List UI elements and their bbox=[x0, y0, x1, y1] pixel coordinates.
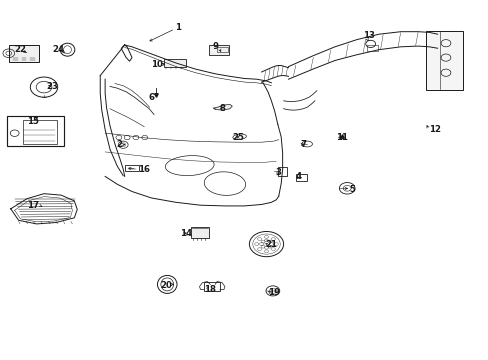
Text: 22: 22 bbox=[15, 45, 26, 54]
Text: 14: 14 bbox=[180, 230, 191, 239]
Bar bbox=[366, 45, 377, 51]
Text: 10: 10 bbox=[150, 60, 162, 69]
Bar bbox=[163, 59, 185, 67]
Bar bbox=[190, 227, 209, 238]
Text: 25: 25 bbox=[232, 133, 244, 142]
Text: 9: 9 bbox=[212, 42, 218, 51]
Bar bbox=[217, 47, 227, 52]
Text: 1: 1 bbox=[175, 22, 181, 31]
Text: 15: 15 bbox=[27, 117, 39, 126]
Text: 18: 18 bbox=[204, 285, 216, 294]
Text: 19: 19 bbox=[267, 288, 279, 297]
Bar bbox=[125, 165, 139, 171]
Text: 11: 11 bbox=[336, 133, 347, 142]
Text: 2: 2 bbox=[117, 140, 122, 149]
Bar bbox=[23, 120, 57, 144]
Text: 6: 6 bbox=[148, 93, 154, 102]
Text: 16: 16 bbox=[138, 165, 150, 174]
Bar bbox=[204, 282, 220, 291]
Text: 17: 17 bbox=[27, 201, 39, 210]
Text: 13: 13 bbox=[363, 31, 374, 40]
Bar bbox=[277, 167, 286, 176]
Bar bbox=[209, 45, 228, 55]
Text: 3: 3 bbox=[275, 168, 281, 177]
Bar bbox=[295, 174, 306, 181]
Bar bbox=[426, 31, 462, 90]
Text: 21: 21 bbox=[265, 240, 277, 248]
Bar bbox=[7, 116, 63, 146]
Polygon shape bbox=[213, 104, 232, 110]
Text: 7: 7 bbox=[300, 140, 305, 149]
Text: 5: 5 bbox=[348, 184, 354, 194]
Bar bbox=[9, 45, 39, 62]
Text: 23: 23 bbox=[47, 82, 59, 91]
Text: 4: 4 bbox=[295, 172, 301, 181]
Text: 8: 8 bbox=[219, 104, 225, 112]
Text: 12: 12 bbox=[428, 125, 440, 134]
Text: 24: 24 bbox=[53, 45, 64, 54]
Text: 20: 20 bbox=[160, 281, 172, 289]
